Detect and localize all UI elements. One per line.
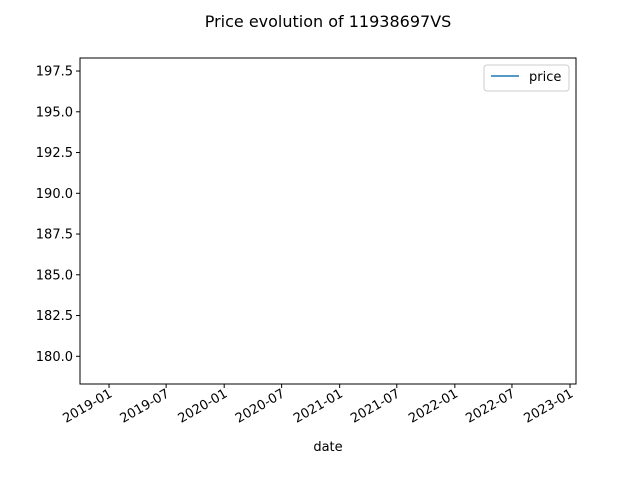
- chart-title: Price evolution of 11938697VS: [205, 12, 452, 31]
- legend: price: [483, 64, 570, 92]
- y-tick-label: 180.0: [36, 350, 73, 365]
- legend-price-label: price: [529, 70, 561, 85]
- x-axis-label: date: [313, 440, 342, 455]
- y-tick-label: 192.5: [36, 146, 73, 161]
- axes-frame: [79, 57, 577, 385]
- plot-area: [79, 57, 577, 385]
- y-tick-label: 185.0: [36, 268, 73, 283]
- y-tick-label: 190.0: [36, 187, 73, 202]
- y-tick-label: 187.5: [36, 228, 73, 243]
- y-tick-label: 195.0: [36, 105, 73, 120]
- legend-box: [483, 64, 570, 92]
- y-tick-label: 197.5: [36, 65, 73, 80]
- y-axis-ticks: 180.0 182.5 185.0 187.5 190.0 192.5 195.0 197.5: [36, 65, 80, 365]
- y-tick-label: 182.5: [36, 309, 73, 324]
